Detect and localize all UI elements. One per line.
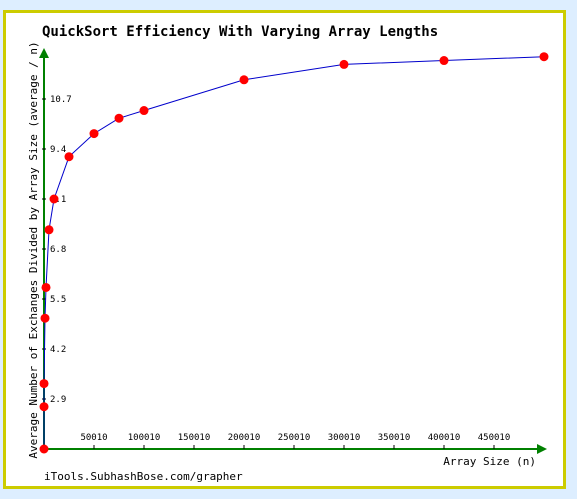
y-ticks: 2.94.25.56.88.19.410.7 — [42, 95, 72, 405]
data-point — [41, 282, 51, 292]
y-tick-label: 4.2 — [50, 345, 66, 355]
data-point — [49, 194, 59, 204]
x-tick-label: 100010 — [128, 433, 161, 443]
y-axis-arrow — [39, 48, 49, 58]
x-tick-label: 350010 — [378, 433, 411, 443]
x-tick-label: 150010 — [178, 433, 211, 443]
x-ticks: 50010 100010 150010 200010 250010 300010 35001… — [80, 433, 510, 449]
x-axis-title: Array Size (n) — [443, 455, 536, 468]
data-point — [339, 59, 349, 69]
chart-title: QuickSort Efficiency With Varying Array … — [42, 24, 438, 40]
x-tick-label: 450010 — [478, 433, 511, 443]
axes — [39, 48, 547, 454]
y-axis-title: Average Number of Exchanges Divided by A… — [27, 41, 40, 458]
data-point — [239, 75, 249, 85]
y-tick-label: 9.4 — [50, 145, 66, 155]
x-tick-label: 50010 — [80, 433, 107, 443]
x-tick-label: 200010 — [228, 433, 261, 443]
data-point — [114, 113, 124, 123]
data-point — [439, 56, 449, 66]
series — [39, 52, 549, 454]
y-tick-label: 6.8 — [50, 245, 66, 255]
data-point — [39, 444, 49, 454]
data-point — [89, 129, 99, 139]
y-tick-label: 2.9 — [50, 395, 66, 405]
data-point — [44, 225, 54, 235]
credit-text: iTools.SubhashBose.com/grapher — [44, 470, 243, 483]
data-point — [39, 379, 49, 389]
data-point — [64, 152, 74, 162]
data-point — [539, 52, 549, 62]
y-tick-label: 5.5 — [50, 295, 66, 305]
chart-frame — [3, 10, 566, 489]
x-tick-label: 300010 — [328, 433, 361, 443]
y-tick-label: 10.7 — [50, 95, 72, 105]
data-point — [40, 313, 50, 323]
data-point — [39, 402, 49, 412]
data-point — [139, 106, 149, 116]
x-axis-arrow — [537, 444, 547, 454]
x-tick-label: 250010 — [278, 433, 311, 443]
x-tick-label: 400010 — [428, 433, 461, 443]
